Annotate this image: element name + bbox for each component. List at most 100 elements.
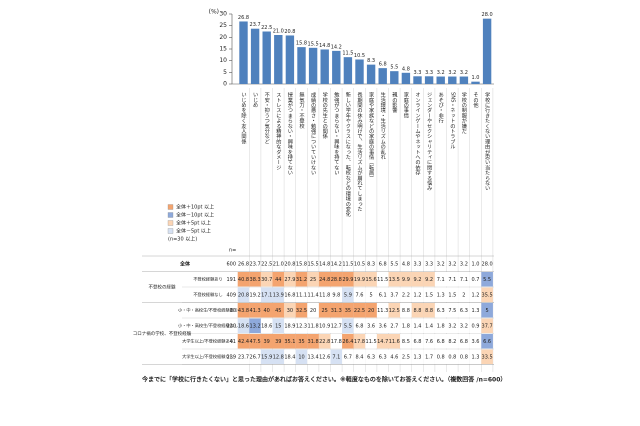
cell-value: 5 — [370, 292, 373, 298]
legend-note: (n=30 以上) — [168, 236, 197, 243]
value-label: 3.2 — [448, 70, 456, 76]
cell — [284, 318, 296, 333]
category-label: ジェンダーやセクシャリティに関する悩み — [426, 92, 432, 192]
cell — [423, 334, 435, 349]
cell-value: 12.3 — [296, 323, 307, 329]
cell-value: 2.7 — [390, 323, 398, 329]
cell-value: 3.6 — [367, 323, 375, 329]
n-header: n= — [229, 248, 236, 254]
y-tick-label: 30 — [219, 11, 227, 18]
cell-value: 11.3 — [377, 308, 388, 314]
cell — [469, 349, 482, 364]
value-label: 23.7 — [250, 22, 261, 28]
cell-value: 6.8 — [379, 261, 387, 267]
cell — [423, 318, 435, 333]
value-label: 22.5 — [261, 25, 272, 31]
cell-value: 14.8 — [319, 261, 330, 267]
cell — [469, 334, 482, 349]
value-label: 21.0 — [273, 29, 284, 35]
cell-value: 26.8 — [238, 261, 249, 267]
row-label: 不登校経験あり — [193, 275, 222, 282]
cell-value: 38.3 — [250, 277, 261, 283]
cell-value: 3.3 — [425, 261, 433, 267]
bar — [250, 28, 260, 84]
category-label: その他 — [473, 92, 479, 109]
cell-value: 15.6 — [366, 277, 377, 283]
cell — [353, 287, 366, 302]
cell-value: 8.5 — [402, 339, 410, 345]
cell — [353, 318, 366, 333]
cell-value: 35.1 — [284, 339, 295, 345]
cell — [295, 287, 308, 302]
bar — [332, 50, 341, 84]
row-n: 220 — [226, 323, 236, 329]
cell — [284, 349, 296, 364]
y-tick-label: 10 — [219, 57, 227, 64]
cell — [295, 318, 308, 333]
cell — [469, 287, 482, 302]
category-label: 学校の制服が嫌だ — [461, 91, 467, 135]
cell — [458, 334, 470, 349]
cell — [365, 349, 377, 364]
cell-value: 22.8 — [319, 339, 330, 345]
cell-value: 15.8 — [296, 261, 307, 267]
cell — [388, 303, 401, 318]
bar — [471, 81, 480, 84]
cell — [434, 272, 447, 287]
cell — [434, 303, 447, 318]
cell — [365, 303, 377, 318]
row-n: 191 — [226, 277, 236, 283]
legend-swatch — [167, 212, 174, 218]
cell-value: 13.5 — [389, 277, 400, 283]
cell — [237, 334, 250, 349]
category-label: オンラインゲームやネットへの依存 — [414, 92, 420, 176]
cell-value: 22.5 — [261, 261, 272, 267]
cell — [307, 334, 319, 349]
row-n: 600 — [226, 261, 236, 267]
legend-label: 全体＋10pt 以上 — [176, 204, 214, 211]
cell-value: 14.7 — [377, 339, 388, 345]
category-label: 長期間の休み明けで、生活リズムが崩れてしまった — [356, 92, 362, 212]
cell-value: 8.8 — [414, 308, 422, 314]
cell — [365, 334, 377, 349]
category-label: ストレスによる精神的なダメージ — [275, 92, 281, 171]
cell-value: 7.1 — [332, 354, 340, 360]
cell-value: 6.6 — [483, 339, 491, 345]
legend-swatch — [167, 204, 174, 210]
cell-value: 44 — [275, 277, 281, 283]
cell — [400, 287, 412, 302]
cell-value: 18.6 — [261, 323, 272, 329]
cell-value: 14.2 — [331, 261, 342, 267]
row-label: 小・中・高校生/不登校経験なし — [178, 322, 238, 329]
cell — [411, 272, 424, 287]
cell-value: 1.2 — [472, 292, 480, 298]
cell — [446, 318, 459, 333]
cell-value: 39 — [275, 339, 281, 345]
y-tick-label: 15 — [219, 46, 227, 53]
cell — [318, 303, 331, 318]
cell — [249, 303, 261, 318]
cell-value: 1.3 — [437, 292, 445, 298]
cell-value: 5.5 — [483, 277, 491, 283]
cell — [318, 334, 331, 349]
bar — [401, 72, 411, 84]
cell — [237, 303, 250, 318]
cell — [353, 349, 366, 364]
cell — [295, 272, 308, 287]
cell — [295, 349, 308, 364]
category-label: 学校の先生との関係 — [322, 91, 328, 141]
cell-value: 7.1 — [460, 277, 468, 283]
cell — [458, 349, 470, 364]
value-label: 14.8 — [319, 43, 330, 49]
cell-value: 39 — [264, 339, 270, 345]
cell — [365, 272, 377, 287]
cell — [353, 303, 366, 318]
cell — [388, 272, 401, 287]
cell — [272, 303, 285, 318]
cell-value: 6.8 — [356, 323, 364, 329]
cell-value: 1.4 — [414, 323, 422, 329]
cell — [423, 287, 435, 302]
cell-value: 10 — [298, 354, 304, 360]
value-label: 15.5 — [308, 41, 319, 47]
category-label: 生活環境・生活リズムの乱れ — [379, 91, 385, 160]
